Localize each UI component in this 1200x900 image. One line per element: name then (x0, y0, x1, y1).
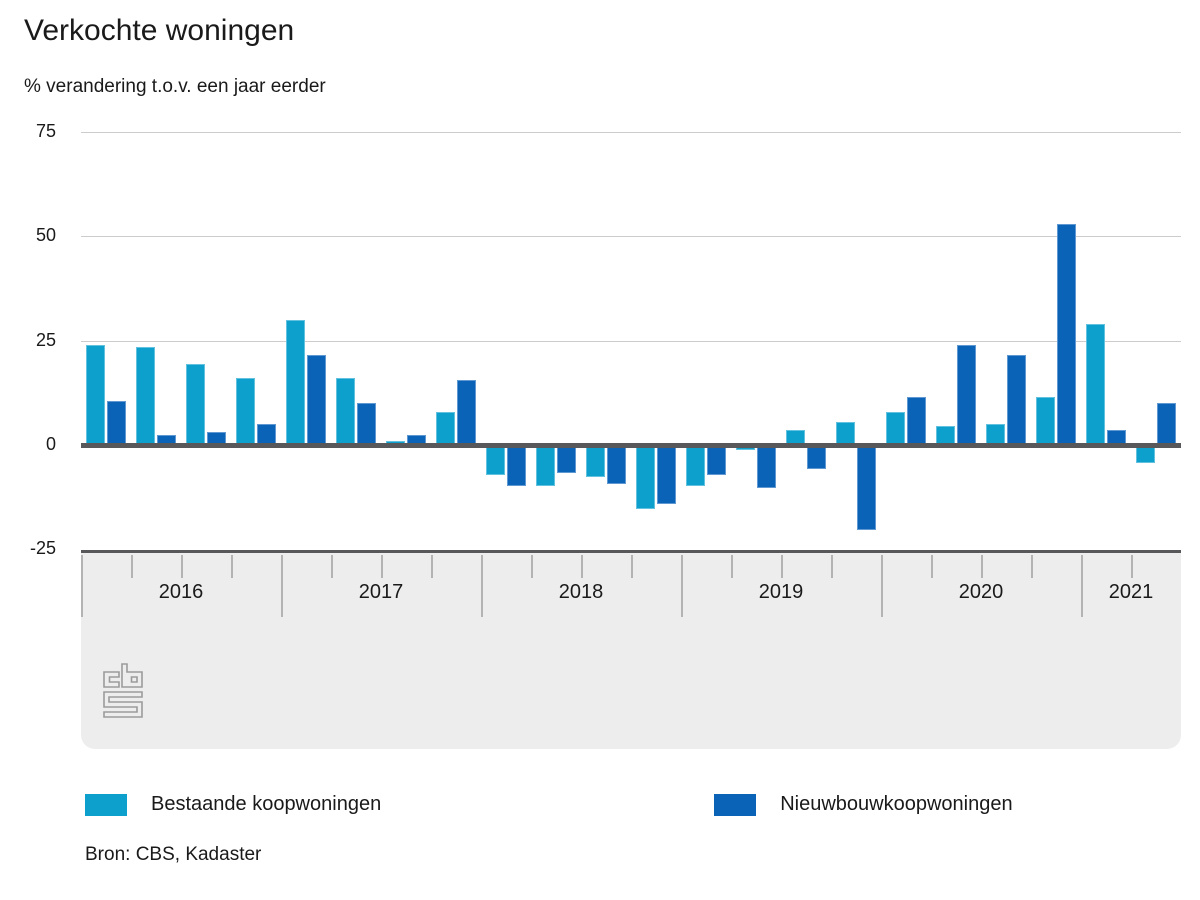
x-axis-year-label-2016: 2016 (158, 581, 204, 603)
bar-2016-K4-bestaand (236, 378, 255, 445)
legend-label: Nieuwbouwkoopwoningen (780, 793, 1013, 815)
quarter-tick (931, 555, 933, 578)
bar-2016-K4-nieuwbouw (257, 424, 276, 445)
bar-2021-K1-bestaand (1086, 323, 1105, 445)
y-axis-tick-label: 0 (45, 434, 56, 454)
chart-subtitle: % verandering t.o.v. een jaar eerder (24, 76, 326, 97)
chart-legend: Bestaande koopwoningen Nieuwbouwkoopwoni… (85, 793, 1013, 816)
bar-2016-K2-bestaand (136, 346, 155, 445)
legend-swatch-existing-homes (85, 793, 127, 816)
quarter-tick (1131, 555, 1133, 578)
cbs-logo-icon (103, 663, 143, 718)
quarter-tick (731, 555, 733, 578)
quarter-tick (131, 555, 133, 578)
bar-2018-K3-nieuwbouw (607, 446, 626, 484)
bar-2017-K2-nieuwbouw (357, 403, 376, 445)
bar-2019-K1-nieuwbouw (707, 446, 726, 476)
x-axis-year-label-2018: 2018 (558, 581, 604, 603)
bar-2018-K4-nieuwbouw (657, 446, 676, 505)
bar-2016-K1-nieuwbouw (107, 401, 126, 445)
bar-2019-K2-nieuwbouw (757, 446, 776, 488)
quarter-tick (181, 555, 183, 578)
gridline-y-25 (81, 340, 1181, 342)
y-axis-tick-label: -25 (29, 538, 56, 559)
bar-2020-K4-nieuwbouw (1057, 223, 1076, 445)
bar-2019-K3-nieuwbouw (807, 446, 826, 469)
bar-2019-K4-nieuwbouw (857, 446, 876, 530)
x-axis-year-label-2021: 2021 (1108, 581, 1154, 603)
bar-2020-K1-nieuwbouw (907, 396, 926, 445)
bar-2020-K4-bestaand (1036, 396, 1055, 445)
bar-2018-K2-nieuwbouw (557, 446, 576, 474)
quarter-tick (981, 555, 983, 578)
quarter-tick (331, 555, 333, 578)
x-axis-band: 2016 2017 2018 2019 2020 2021 (81, 550, 1181, 749)
x-axis-year-label-2019: 2019 (758, 581, 804, 603)
legend-item-bestaande-koopwoningen: Bestaande koopwoningen (85, 793, 381, 816)
year-boundary-tick (281, 555, 283, 617)
year-boundary-tick (881, 555, 883, 617)
year-boundary-tick (481, 555, 483, 617)
bar-2020-K3-nieuwbouw (1007, 355, 1026, 445)
bar-2017-K4-nieuwbouw (457, 380, 476, 445)
legend-swatch-new-build-homes (714, 793, 757, 816)
bar-2018-K4-bestaand (636, 446, 655, 509)
legend-item-nieuwbouwkoopwoningen: Nieuwbouwkoopwoningen (714, 793, 1013, 816)
bar-2016-K3-bestaand (186, 363, 205, 445)
y-axis-tick-label: 50 (35, 225, 56, 246)
bar-2021-K2-bestaand (1136, 446, 1155, 463)
year-boundary-tick (1081, 555, 1083, 617)
gridline-y-75 (81, 131, 1181, 133)
bar-2018-K3-bestaand (586, 446, 605, 478)
year-boundary-tick (81, 555, 83, 617)
y-axis-tick-label: 25 (35, 329, 56, 350)
bar-2020-K2-nieuwbouw (957, 344, 976, 445)
quarter-tick (381, 555, 383, 578)
quarter-tick (781, 555, 783, 578)
quarter-tick (831, 555, 833, 578)
page-title: Verkochte woningen (24, 14, 295, 47)
bar-2019-K4-bestaand (836, 422, 855, 445)
bar-2019-K1-bestaand (686, 446, 705, 486)
bar-2018-K2-bestaand (536, 446, 555, 486)
zero-axis-line (81, 443, 1181, 448)
bar-2020-K3-bestaand (986, 424, 1005, 445)
y-axis-tick-label: 75 (35, 120, 56, 141)
quarter-tick (431, 555, 433, 578)
x-axis-year-label-2020: 2020 (958, 581, 1004, 603)
bar-2020-K1-bestaand (886, 411, 905, 445)
legend-label: Bestaande koopwoningen (151, 793, 382, 815)
quarter-tick (231, 555, 233, 578)
bar-2017-K1-nieuwbouw (307, 355, 326, 445)
bar-2017-K2-bestaand (336, 378, 355, 445)
x-axis-year-label-2017: 2017 (358, 581, 404, 603)
quarter-tick (531, 555, 533, 578)
bar-2018-K1-bestaand (486, 446, 505, 476)
source-note: Bron: CBS, Kadaster (85, 844, 262, 865)
gridline-y-50 (81, 236, 1181, 238)
bar-2017-K4-bestaand (436, 411, 455, 445)
quarter-tick (1031, 555, 1033, 578)
quarter-tick (581, 555, 583, 578)
bar-2016-K1-bestaand (86, 344, 105, 445)
bar-2018-K1-nieuwbouw (507, 446, 526, 486)
quarter-tick (631, 555, 633, 578)
bar-2017-K1-bestaand (286, 319, 305, 445)
bar-2021-K2-nieuwbouw (1157, 403, 1176, 445)
year-boundary-tick (681, 555, 683, 617)
